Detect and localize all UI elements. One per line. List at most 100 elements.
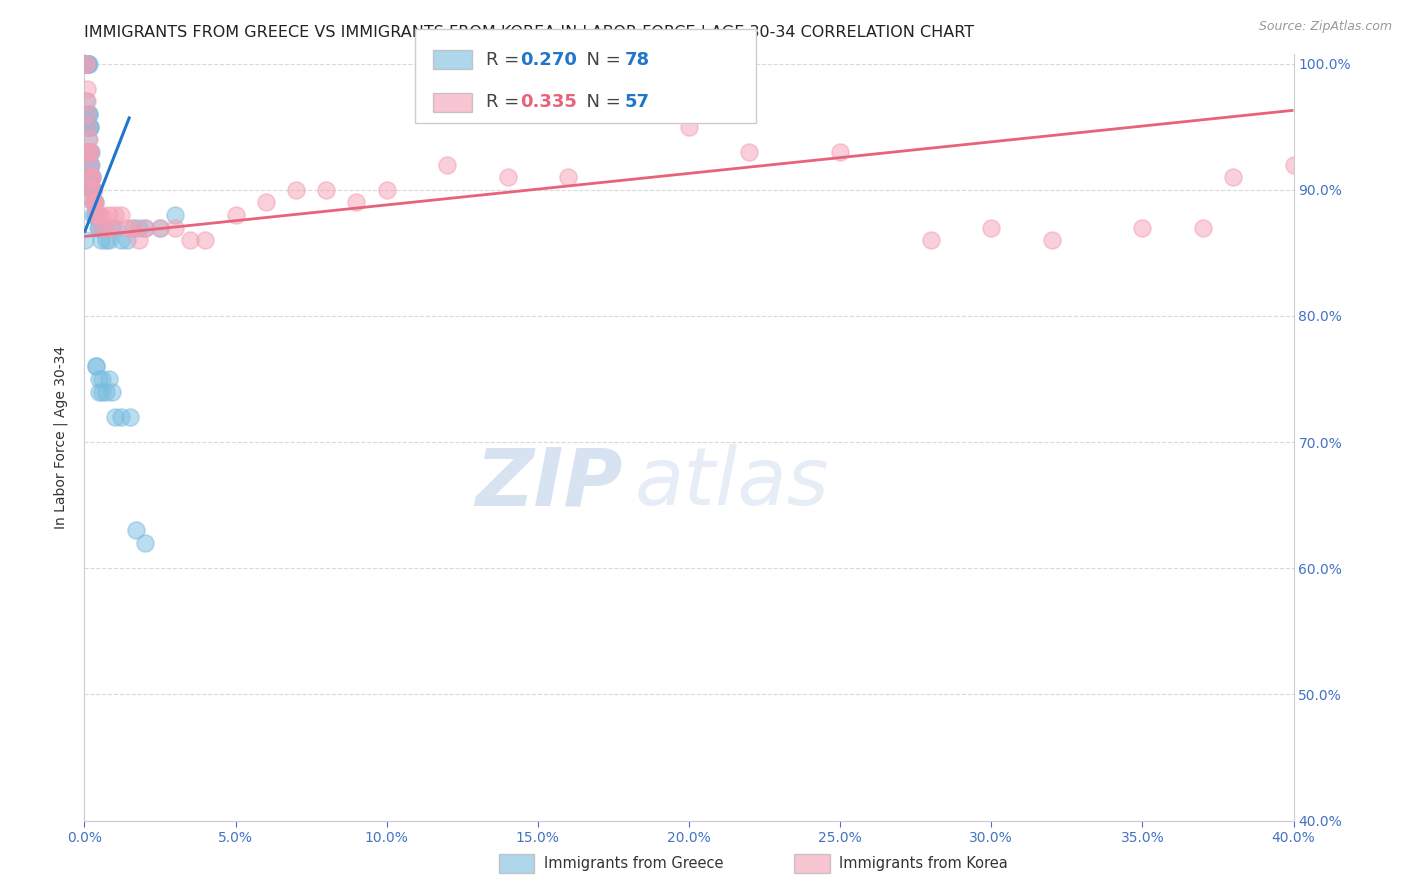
Point (77, 107, 100, 121)
Y-axis label: In Labor Force | Age 30-34: In Labor Force | Age 30-34 (53, 345, 69, 529)
Point (77, 120, 100, 134)
Point (76, 56, 98, 70)
Point (100, 220, 122, 235)
Point (82, 195, 104, 210)
Point (557, 170, 579, 185)
Point (121, 220, 143, 235)
Point (77, 132, 100, 146)
Point (1222, 170, 1244, 185)
Point (128, 233, 150, 247)
Point (80, 183, 103, 197)
Point (80, 145, 103, 159)
Point (80, 170, 103, 185)
Point (75, 56, 97, 70)
Point (980, 220, 1002, 235)
Point (100, 220, 122, 235)
Point (110, 409, 132, 424)
Point (87, 208, 110, 222)
Point (86, 359, 108, 374)
Text: 0.335: 0.335 (520, 94, 576, 112)
Text: R =: R = (486, 94, 526, 112)
Point (179, 233, 201, 247)
Point (496, 170, 519, 185)
Point (89, 384, 111, 399)
Point (77, 145, 100, 159)
Text: Source: ZipAtlas.com: Source: ZipAtlas.com (1258, 20, 1392, 33)
Point (79, 120, 101, 134)
Point (118, 409, 141, 424)
Point (79, 157, 101, 171)
Point (121, 220, 143, 235)
Point (77, 120, 100, 134)
Point (75, 56, 97, 70)
Point (436, 157, 458, 171)
Point (89, 208, 111, 222)
Text: atlas: atlas (634, 444, 830, 522)
Point (79, 145, 101, 159)
Point (100, 384, 122, 399)
Point (285, 183, 308, 197)
Point (76, 56, 98, 70)
Point (79, 170, 101, 185)
Point (346, 195, 368, 210)
Point (97, 208, 120, 222)
Point (134, 220, 156, 235)
Text: ZIP: ZIP (475, 444, 623, 522)
Point (76, 107, 98, 121)
Point (77, 56, 100, 70)
Point (104, 409, 127, 424)
Point (97, 233, 120, 247)
Point (375, 183, 398, 197)
Point (920, 233, 942, 247)
Point (82, 183, 104, 197)
Point (830, 145, 852, 159)
Point (115, 233, 138, 247)
Point (76, 120, 98, 134)
Point (94, 233, 117, 247)
Point (94, 384, 117, 399)
Text: 78: 78 (624, 51, 650, 69)
Point (80, 170, 103, 185)
Point (79, 145, 101, 159)
Point (91, 208, 114, 222)
Point (194, 233, 217, 247)
Point (84, 195, 107, 210)
Point (86, 208, 108, 222)
Point (115, 220, 138, 235)
Point (83, 195, 105, 210)
Point (125, 524, 148, 538)
Point (77, 145, 100, 159)
Point (94, 220, 117, 235)
Point (110, 233, 132, 247)
Point (76, 107, 98, 121)
Point (84, 208, 107, 222)
Point (87, 220, 110, 235)
Point (75, 56, 97, 70)
Point (76, 82, 98, 96)
Point (80, 170, 103, 185)
Point (254, 195, 277, 210)
Text: Immigrants from Korea: Immigrants from Korea (839, 856, 1008, 871)
Point (75, 56, 97, 70)
Text: IMMIGRANTS FROM GREECE VS IMMIGRANTS FROM KOREA IN LABOR FORCE | AGE 30-34 CORRE: IMMIGRANTS FROM GREECE VS IMMIGRANTS FRO… (84, 25, 974, 41)
Point (165, 220, 187, 235)
Point (83, 195, 105, 210)
Point (82, 195, 104, 210)
Point (77, 145, 100, 159)
Point (149, 220, 172, 235)
Text: 57: 57 (624, 94, 650, 112)
Text: N =: N = (575, 51, 627, 69)
Point (91, 220, 114, 235)
Point (91, 384, 114, 399)
Point (134, 220, 156, 235)
Point (82, 183, 104, 197)
Point (77, 145, 100, 159)
Point (82, 208, 104, 222)
Point (76, 56, 98, 70)
Text: R =: R = (486, 51, 526, 69)
Point (165, 208, 187, 222)
Point (76, 56, 98, 70)
Point (225, 208, 247, 222)
Point (77, 56, 100, 70)
Point (80, 157, 103, 171)
